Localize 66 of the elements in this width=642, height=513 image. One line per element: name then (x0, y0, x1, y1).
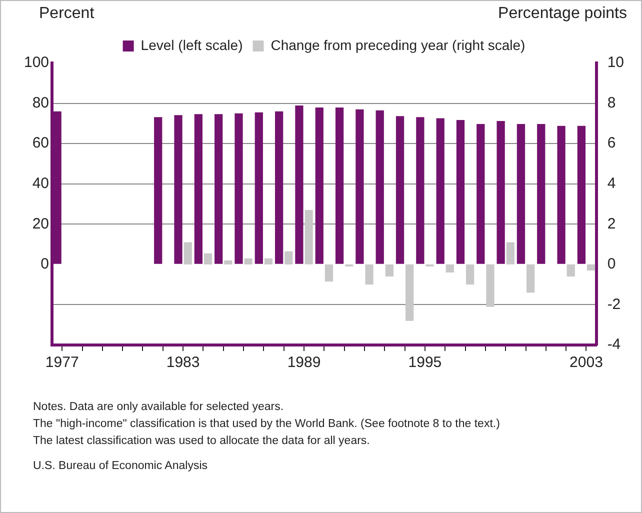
bar (506, 242, 514, 264)
x-tick-label: 1995 (408, 354, 442, 372)
bar (356, 109, 364, 264)
bar (194, 114, 202, 264)
y-tick-label: 20 (32, 215, 50, 232)
y-tick-label: 40 (32, 175, 50, 192)
y-axis-title: Percent (39, 5, 94, 23)
text: Notes. Data are only available for selected years. (33, 400, 285, 415)
bar (466, 264, 474, 285)
y-tick-label: 100 (24, 54, 50, 72)
bar (315, 108, 324, 264)
bar (406, 264, 414, 321)
bar (295, 106, 304, 264)
bar (335, 108, 344, 264)
bar (284, 251, 293, 264)
y2-tick-label: 2 (607, 215, 616, 232)
x-tick-label: 1989 (287, 354, 321, 372)
bar (274, 111, 284, 264)
y2-tick-label: 8 (607, 94, 616, 112)
bar (566, 264, 575, 277)
bar (416, 117, 424, 264)
bar (385, 264, 394, 277)
bar (446, 264, 454, 272)
x-tick-label: 1977 (45, 354, 79, 372)
legend-label: Level (left scale) (140, 36, 243, 53)
bar (365, 264, 374, 285)
legend-label: Change from preceding year (right scale) (270, 36, 526, 53)
bar (376, 110, 384, 264)
bar (526, 264, 535, 293)
bar (486, 264, 494, 307)
bar (204, 253, 212, 264)
bar (537, 124, 546, 264)
bar (516, 124, 526, 264)
y2-tick-label: -4 (607, 336, 621, 354)
bar (224, 260, 232, 264)
y2-axis-title: Percentage points (498, 5, 627, 23)
bar (456, 120, 465, 264)
bar (577, 126, 586, 264)
bar (476, 124, 485, 264)
y2-tick-label: 0 (607, 256, 616, 273)
x-tick-label: 1983 (166, 354, 200, 372)
bar (586, 264, 596, 270)
bar (436, 118, 444, 264)
y-tick-label: 80 (32, 94, 50, 112)
bar (254, 112, 263, 264)
bar (154, 117, 162, 264)
bar (396, 116, 404, 264)
bar (324, 264, 334, 282)
y2-tick-label: -2 (607, 296, 621, 313)
y-tick-label: 0 (40, 256, 50, 273)
bar (184, 242, 192, 264)
y2-tick-label: 6 (607, 134, 616, 152)
y2-tick-label: 10 (607, 54, 624, 72)
text: U.S. Bureau of Economic Analysis (33, 459, 208, 474)
y2-tick-label: 4 (607, 175, 616, 192)
y-tick-label: 60 (32, 134, 50, 152)
bar (557, 126, 566, 264)
bar (496, 121, 505, 264)
bar (214, 114, 223, 264)
x-tick-label: 2003 (570, 354, 603, 372)
bar (234, 113, 243, 264)
text: The "high-income" classification is that used by the World Bank. (See footnote 8 to the text.) (33, 417, 500, 432)
bar (264, 258, 273, 264)
text: The latest classification was used to allocate the data for all years. (33, 434, 371, 449)
bar (174, 115, 182, 264)
bar (244, 258, 252, 264)
